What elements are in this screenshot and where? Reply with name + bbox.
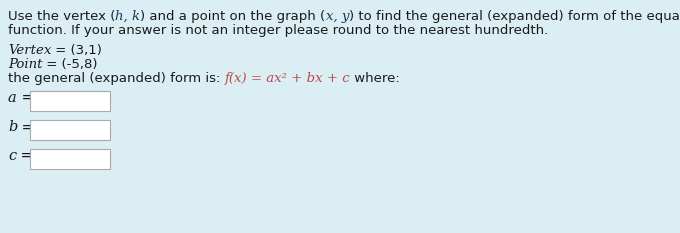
- Text: b: b: [8, 120, 18, 134]
- Text: =: =: [17, 90, 33, 106]
- Text: c: c: [8, 149, 16, 163]
- Text: Point: Point: [8, 58, 42, 71]
- Text: function. If your answer is not an integer please round to the nearest hundredth: function. If your answer is not an integ…: [8, 24, 548, 37]
- Text: x, y: x, y: [326, 10, 349, 23]
- Text: Use the vertex (: Use the vertex (: [8, 10, 116, 23]
- Text: Vertex: Vertex: [8, 44, 52, 57]
- FancyBboxPatch shape: [30, 120, 110, 140]
- Text: ) to find the general (expanded) form of the equation of the quadratic: ) to find the general (expanded) form of…: [349, 10, 680, 23]
- Text: ) and a point on the graph (: ) and a point on the graph (: [140, 10, 326, 23]
- FancyBboxPatch shape: [30, 149, 110, 169]
- Text: a: a: [8, 91, 17, 105]
- Text: = (3,1): = (3,1): [52, 44, 102, 57]
- FancyBboxPatch shape: [30, 91, 110, 111]
- Text: =: =: [16, 148, 33, 164]
- Text: h, k: h, k: [116, 10, 140, 23]
- Text: =: =: [18, 120, 34, 134]
- Text: f(x) = ax² + bx + c: f(x) = ax² + bx + c: [224, 72, 350, 85]
- Text: where:: where:: [350, 72, 400, 85]
- Text: the general (expanded) form is:: the general (expanded) form is:: [8, 72, 224, 85]
- Text: = (-5,8): = (-5,8): [42, 58, 98, 71]
